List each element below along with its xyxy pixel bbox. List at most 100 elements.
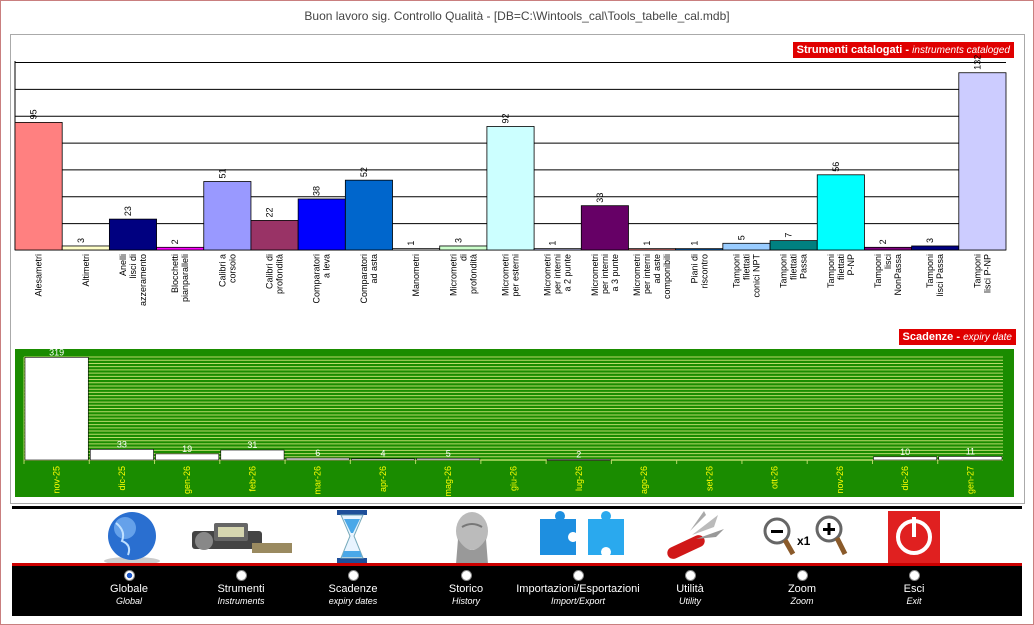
nav-radio[interactable] xyxy=(123,570,135,581)
zoom-level-text: x1 xyxy=(797,534,811,548)
bar-value-label: 7 xyxy=(784,233,794,238)
category-label: Tamponi xyxy=(925,254,935,288)
bar xyxy=(938,456,1003,461)
nav-radio[interactable] xyxy=(684,570,696,581)
category-label: Tamponi xyxy=(779,254,789,288)
bar-value-label: 132 xyxy=(972,55,982,70)
category-label: filettati xyxy=(741,254,751,280)
bar-value-label: 2 xyxy=(878,239,888,244)
bar xyxy=(958,72,1007,251)
category-label: nov-26 xyxy=(835,466,845,494)
category-label: Alesametri xyxy=(34,254,44,297)
nav-label: Globale xyxy=(110,583,148,595)
category-label: Anelli xyxy=(118,254,128,276)
navigation-bar: Globale Global Strumenti Instruments Scadenz… xyxy=(12,563,1022,616)
chart-background xyxy=(15,349,1014,497)
nav-item-strumenti[interactable]: Strumenti Instruments xyxy=(171,570,311,607)
bar-value-label: 1 xyxy=(642,241,652,246)
nav-label: Strumenti xyxy=(217,583,265,595)
bar xyxy=(24,357,89,461)
category-label: Tamponi xyxy=(873,254,883,288)
category-label: lisci Passa xyxy=(935,254,945,297)
bar-value-label: 10 xyxy=(900,447,910,457)
nav-radio[interactable] xyxy=(572,570,584,581)
nav-item-esci[interactable]: Esci Exit xyxy=(844,570,984,607)
bar-value-label: 3 xyxy=(76,238,86,243)
swiss-knife-icon[interactable] xyxy=(652,509,732,564)
bar-value-label: 1 xyxy=(689,241,699,246)
category-label: ad aste xyxy=(652,254,662,284)
nav-item-importazioni-esportazioni[interactable]: Importazioni/Esportazioni Import/Export xyxy=(508,570,648,607)
bar xyxy=(351,458,415,461)
bar-value-label: 52 xyxy=(359,167,369,177)
category-label: pianparalleli xyxy=(180,254,190,302)
category-label: lisci P-NP xyxy=(982,254,992,293)
caliper-icon[interactable] xyxy=(182,509,292,564)
bar-value-label: 11 xyxy=(966,446,975,456)
bar xyxy=(285,457,350,461)
bar xyxy=(155,453,220,461)
bar-value-label: 51 xyxy=(217,168,227,178)
category-label: Calibri di xyxy=(265,254,275,289)
nav-item-zoom[interactable]: Zoom Zoom xyxy=(732,570,872,607)
nav-label: Utilità xyxy=(676,583,704,595)
nav-item-globale[interactable]: Globale Global xyxy=(59,570,199,607)
category-label: Passa xyxy=(799,254,809,279)
bar xyxy=(220,449,285,461)
bar xyxy=(89,449,154,461)
category-label: azzeramento xyxy=(138,254,148,306)
instruments-label-main: Strumenti catalogati xyxy=(796,44,903,56)
nav-item-scadenze[interactable]: Scadenze expiry dates xyxy=(283,570,423,607)
bar xyxy=(546,459,611,461)
category-label: lisci xyxy=(883,254,893,269)
dashboard-panel: Strumenti catalogati - instruments catal… xyxy=(10,34,1025,504)
expiry-label-sub: expiry date xyxy=(963,332,1012,343)
category-label: a 2 punte xyxy=(563,254,573,292)
bar-value-label: 92 xyxy=(501,113,511,123)
category-label: ago-26 xyxy=(639,466,649,494)
category-label: apr-26 xyxy=(378,466,388,492)
bar xyxy=(14,122,63,251)
nav-sublabel: History xyxy=(451,596,480,606)
globe-icon[interactable] xyxy=(92,509,172,564)
nav-item-utilit[interactable]: Utilità Utility xyxy=(620,570,760,607)
category-label: per esterni xyxy=(511,254,521,297)
bar-value-label: 3 xyxy=(925,238,935,243)
bar-value-label: 6 xyxy=(315,448,320,458)
power-icon[interactable] xyxy=(874,509,954,564)
category-label: a 3 punte xyxy=(610,254,620,292)
bar-value-label: 23 xyxy=(123,206,133,216)
category-label: conici NPT xyxy=(751,254,761,298)
nav-radio[interactable] xyxy=(460,570,472,581)
nav-label: Esci xyxy=(903,583,925,595)
nav-item-storico[interactable]: Storico History xyxy=(396,570,536,607)
category-label: lisci di xyxy=(128,254,138,279)
expiry-bar-chart: 319 nov-25 33 dic-25 19 gen-26 31 feb-26 6 mar-26… xyxy=(15,347,1014,497)
bar xyxy=(203,181,252,251)
category-label: filettati xyxy=(789,254,799,280)
nav-radio[interactable] xyxy=(796,570,808,581)
category-label: profondità xyxy=(275,254,285,294)
nav-radio[interactable] xyxy=(908,570,920,581)
zoom-icon[interactable]: x1 xyxy=(757,509,857,564)
category-label: Micrometri xyxy=(501,254,511,296)
category-label: Comparatori xyxy=(359,254,369,304)
category-label: dic-25 xyxy=(117,466,127,491)
category-label: Altimetri xyxy=(81,254,91,287)
nav-radio[interactable] xyxy=(347,570,359,581)
nav-sublabel: Exit xyxy=(906,596,922,606)
category-label: per interni xyxy=(642,254,652,294)
category-label: gen-27 xyxy=(965,466,975,494)
statue-icon[interactable] xyxy=(432,509,512,564)
bar xyxy=(486,126,535,251)
category-label: lug-26 xyxy=(574,466,584,491)
category-label: Blocchetti xyxy=(170,254,180,293)
hourglass-icon[interactable] xyxy=(312,509,392,564)
icon-strip: x1 xyxy=(12,509,1022,564)
nav-radio[interactable] xyxy=(235,570,247,581)
category-label: Tamponi xyxy=(826,254,836,288)
puzzle-icon[interactable] xyxy=(532,509,632,564)
nav-label: Scadenze xyxy=(328,583,378,595)
